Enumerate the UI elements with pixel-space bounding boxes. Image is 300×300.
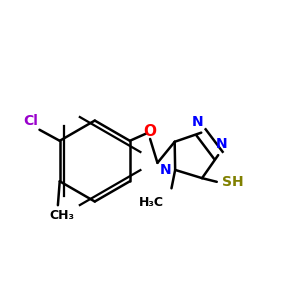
Text: H₃C: H₃C xyxy=(139,196,164,209)
Text: N: N xyxy=(160,163,172,177)
Text: Cl: Cl xyxy=(23,114,38,128)
Text: SH: SH xyxy=(222,175,244,189)
Text: CH₃: CH₃ xyxy=(49,209,74,222)
Text: N: N xyxy=(192,115,203,129)
Text: O: O xyxy=(144,124,157,139)
Text: N: N xyxy=(216,137,228,152)
